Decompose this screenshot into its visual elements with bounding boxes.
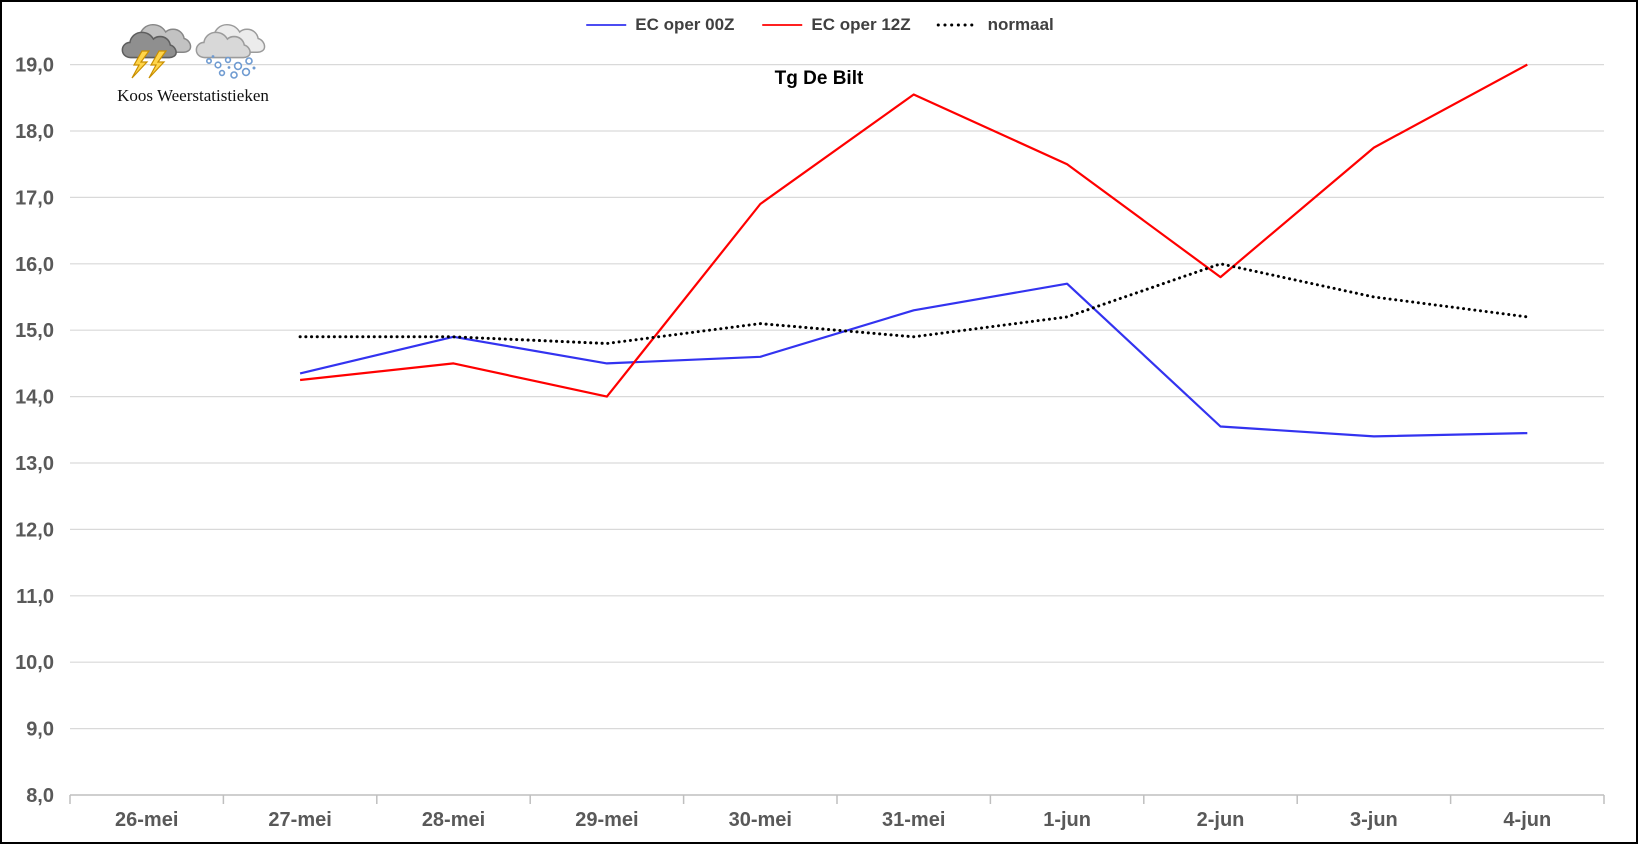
series-line-normaal bbox=[298, 262, 1529, 346]
legend-item-ec-oper-00z: EC oper 00Z bbox=[584, 15, 734, 35]
storm-cloud-lightning-icon bbox=[121, 23, 192, 79]
logo-text: Koos Weerstatistieken bbox=[117, 86, 269, 105]
logo: Koos Weerstatistieken bbox=[98, 20, 288, 106]
series-line-ec-oper-12z bbox=[299, 63, 1528, 398]
y-tick-label: 11,0 bbox=[16, 586, 54, 608]
y-tick-label: 8,0 bbox=[26, 785, 54, 807]
x-tick-label: 28-mei bbox=[422, 809, 485, 831]
y-tick-label: 10,0 bbox=[15, 652, 54, 674]
x-tick-label: 30-mei bbox=[729, 809, 792, 831]
x-tick-label: 27-mei bbox=[268, 809, 331, 831]
legend-label: EC oper 12Z bbox=[811, 15, 911, 34]
x-tick-label: 1-jun bbox=[1043, 809, 1091, 831]
legend-label: EC oper 00Z bbox=[635, 15, 735, 34]
x-tick-label: 4-jun bbox=[1503, 809, 1551, 831]
y-tick-label: 18,0 bbox=[15, 121, 54, 143]
legend-item-ec-oper-12z: EC oper 12Z bbox=[760, 15, 911, 35]
legend-item-normaal: normaal bbox=[937, 15, 1054, 35]
x-tick-label: 3-jun bbox=[1350, 809, 1398, 831]
y-tick-label: 13,0 bbox=[15, 453, 54, 475]
x-tick-label: 29-mei bbox=[575, 809, 638, 831]
y-tick-label: 14,0 bbox=[15, 387, 54, 409]
legend-line-sample-normaal bbox=[937, 23, 981, 27]
legend-line-sample-ec-oper-00z bbox=[586, 24, 627, 26]
y-tick-label: 12,0 bbox=[15, 519, 54, 541]
y-tick-label: 15,0 bbox=[15, 320, 54, 342]
x-tick-label: 26-mei bbox=[115, 809, 178, 831]
x-tick-label: 2-jun bbox=[1197, 809, 1245, 831]
y-tick-label: 9,0 bbox=[26, 719, 54, 741]
y-tick-label: 17,0 bbox=[15, 187, 54, 209]
y-tick-label: 16,0 bbox=[15, 254, 54, 276]
snow-cloud-icon bbox=[195, 23, 266, 79]
y-tick-label: 19,0 bbox=[15, 55, 54, 77]
legend: EC oper 00Z EC oper 12Z normaal bbox=[584, 15, 1054, 35]
x-tick-label: 31-mei bbox=[882, 809, 945, 831]
series-line-ec-oper-00z bbox=[299, 282, 1528, 438]
logo-icons bbox=[98, 20, 288, 80]
legend-line-sample-ec-oper-12z bbox=[762, 24, 803, 26]
legend-label: normaal bbox=[987, 15, 1054, 34]
chart-title: Tg De Bilt bbox=[774, 68, 864, 89]
